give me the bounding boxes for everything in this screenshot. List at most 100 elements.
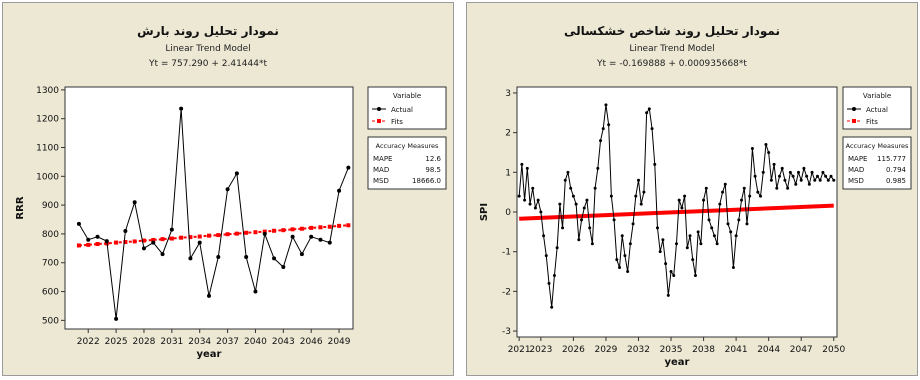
actual-point [234,171,239,176]
x-axis-label: year [665,357,690,368]
fits-point [244,230,249,235]
x-tick-label: 2038 [692,345,715,355]
actual-point [821,170,825,174]
actual-point [563,178,567,182]
actual-point [650,127,654,131]
actual-point [132,200,137,205]
fits-point [123,239,128,244]
actual-point [780,166,784,170]
x-tick-label: 2028 [133,337,156,347]
actual-point [609,194,613,198]
x-tick-label: 2031 [160,337,183,347]
actual-point [620,234,624,238]
y-tick-label: 600 [42,288,59,298]
actual-point [721,190,725,194]
fits-point [141,238,146,243]
actual-point [672,273,676,277]
actual-point [281,265,286,270]
accuracy-value: 0.985 [886,177,906,185]
actual-point [114,316,119,321]
actual-point [151,240,156,245]
actual-point [824,174,828,178]
actual-point [753,174,757,178]
actual-point [618,266,622,270]
legend-actual-marker [377,107,381,111]
actual-point [764,143,768,147]
actual-point [309,234,314,239]
legend-actual-label: Actual [866,106,888,114]
actual-point [628,242,632,246]
x-tick-label: 2023 [529,345,552,355]
actual-point [599,139,603,143]
actual-point [299,252,304,257]
actual-point [337,188,342,193]
trend-equation: Yt = -0.169888 + 0.000935668*t [596,59,747,69]
actual-point [639,202,643,206]
rainfall-trend-chart-svg: نمودار تحلیل روند بارش Linear Trend Model… [15,24,447,360]
legend-title: Variable [863,92,891,100]
actual-point [588,226,592,230]
fits-point [309,225,314,230]
actual-point [76,221,81,226]
actual-point [761,170,765,174]
accuracy-label: MAD [373,166,389,174]
actual-point [740,198,744,202]
actual-point [615,258,619,262]
actual-point [794,182,798,186]
legend-fits-label: Fits [391,118,403,126]
fits-point [318,225,323,230]
y-tick-label: 3 [505,89,511,99]
actual-point [555,246,559,250]
actual-point [704,186,708,190]
actual-point [547,281,551,285]
fits-point [262,229,267,234]
actual-line [78,108,349,319]
x-tick-label: 2022 [77,337,100,347]
accuracy-value: 0.794 [886,166,907,174]
y-tick-label: 1100 [36,144,59,154]
actual-point [197,240,202,245]
chart-subtitle: Linear Trend Model [165,44,250,54]
actual-point [688,234,692,238]
fits-point [207,233,211,238]
actual-point [542,234,546,238]
fits-point [169,236,174,241]
legend-actual-label: Actual [391,106,413,114]
actual-point [631,222,635,226]
actual-point [813,178,817,182]
actual-point [95,234,100,239]
fits-point [234,231,239,236]
x-tick-label: 2047 [790,345,813,355]
accuracy-label: MSD [848,177,864,185]
actual-point [756,190,760,194]
accuracy-value: 115.777 [877,155,906,163]
y-tick-label: -1 [502,248,511,258]
actual-point [585,198,589,202]
spi-trend-chart: نمودار تحلیل روند شاخص خشکسالی Linear Tre… [466,2,918,376]
actual-point [788,170,792,174]
fits-point [86,242,91,247]
fits-point [216,233,221,238]
actual-point [520,162,524,166]
actual-point [623,254,627,258]
actual-point [710,226,714,230]
fits-point [253,230,258,235]
y-tick-label: 1200 [36,115,59,125]
actual-point [775,186,779,190]
actual-point [707,218,711,222]
y-tick-label: 1000 [36,172,59,182]
actual-point [533,206,537,210]
actual-point [123,229,128,234]
actual-point [636,178,640,182]
x-tick-label: 2032 [627,345,650,355]
fits-point [225,232,230,237]
fits-point [132,239,137,244]
actual-point [799,178,803,182]
actual-point [244,254,249,259]
actual-point [783,178,787,182]
actual-point [523,198,527,202]
accuracy-label: MAPE [848,155,867,163]
actual-point [769,178,773,182]
y-tick-label: 1 [505,168,511,178]
actual-point [647,107,651,111]
